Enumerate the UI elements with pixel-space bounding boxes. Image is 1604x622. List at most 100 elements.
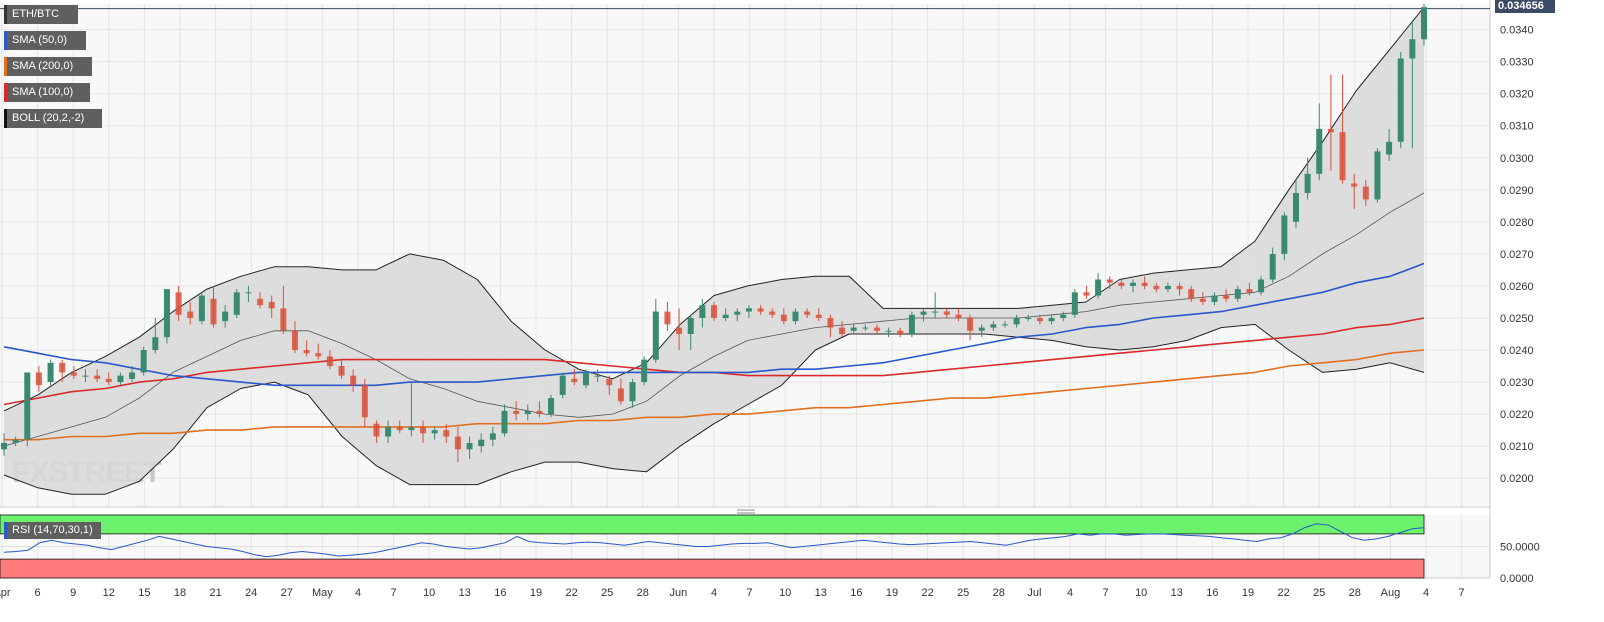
candle-body <box>513 410 520 415</box>
candle <box>978 324 985 338</box>
candle-body <box>420 426 427 434</box>
legend-label: SMA (200,0) <box>12 60 74 72</box>
candle-body <box>1 442 7 450</box>
candle-body <box>559 375 566 395</box>
rsi-y-tick-label: 50.0000 <box>1500 542 1540 554</box>
x-tick-label: Jul <box>1027 587 1041 599</box>
legend-item[interactable]: SMA (100,0) <box>4 83 90 102</box>
candle <box>1036 314 1043 325</box>
candle-body <box>839 327 846 334</box>
candle <box>571 369 578 386</box>
legend-label: ETH/BTC <box>12 8 60 20</box>
candle <box>1397 52 1404 149</box>
x-tick-label: 13 <box>1171 587 1183 599</box>
candle <box>1060 311 1067 322</box>
candle-body <box>780 314 787 322</box>
candle <box>559 372 566 399</box>
candle <box>629 378 636 408</box>
candle-body <box>1351 183 1358 187</box>
candle-body <box>408 426 415 431</box>
candle <box>955 308 962 322</box>
candle <box>804 308 811 318</box>
candle-body <box>222 311 229 322</box>
candle-body <box>129 372 136 379</box>
x-tick-label: 19 <box>530 587 542 599</box>
candle <box>1374 148 1381 203</box>
candle <box>1188 285 1195 302</box>
x-tick-label: 22 <box>921 587 933 599</box>
candle-body <box>152 337 159 351</box>
x-tick-label: 25 <box>957 587 969 599</box>
x-tick-label: 22 <box>565 587 577 599</box>
candle-body <box>163 289 170 338</box>
x-tick-label: 27 <box>281 587 293 599</box>
candle <box>94 369 101 383</box>
candle <box>815 308 822 322</box>
x-tick-label: 4 <box>1067 587 1073 599</box>
candle <box>548 394 555 418</box>
legend-item[interactable]: ETH/BTC <box>4 5 78 24</box>
candle <box>466 436 473 459</box>
x-tick-label: 10 <box>1135 587 1147 599</box>
legend-item[interactable]: SMA (50,0) <box>4 31 86 50</box>
candle <box>12 436 19 447</box>
candle <box>582 369 589 389</box>
candle-body <box>664 311 671 325</box>
candle <box>873 324 880 334</box>
candle <box>606 375 613 395</box>
candle <box>1223 289 1230 302</box>
candle <box>1269 247 1276 283</box>
candle-body <box>687 317 694 334</box>
candle <box>1106 276 1113 290</box>
legend-item[interactable]: SMA (200,0) <box>4 57 92 76</box>
x-tick-label: 28 <box>637 587 649 599</box>
candle-body <box>582 372 589 386</box>
candle-body <box>1258 279 1265 293</box>
x-tick-label: 25 <box>601 587 613 599</box>
candle <box>1386 128 1393 161</box>
candle <box>373 420 380 443</box>
candle <box>420 420 427 443</box>
candle-body <box>1304 173 1311 194</box>
candle-body <box>454 436 461 450</box>
sma-200-line <box>4 349 1425 441</box>
x-tick-label: 18 <box>174 587 186 599</box>
candle <box>1048 314 1055 325</box>
x-tick-label: Apr <box>0 587 11 599</box>
y-tick-label: 0.0250 <box>1500 313 1534 325</box>
candle-body <box>1386 141 1393 155</box>
candle-body <box>897 330 904 334</box>
candle <box>443 423 450 443</box>
candle-body <box>291 330 298 351</box>
candle <box>222 305 229 328</box>
candle <box>722 308 729 322</box>
candle-body <box>70 372 77 376</box>
x-tick-label: 7 <box>1103 587 1109 599</box>
candle <box>408 382 415 437</box>
candle-body <box>1199 298 1206 302</box>
candle <box>163 289 170 344</box>
candle-body <box>1327 128 1334 133</box>
candle <box>513 401 520 421</box>
candle <box>1130 279 1137 293</box>
x-tick-label: 16 <box>494 587 506 599</box>
x-tick-label: 6 <box>35 587 41 599</box>
x-tick-label: Aug <box>1381 587 1401 599</box>
legend-item[interactable]: BOLL (20,2,-2) <box>4 109 102 128</box>
candle <box>827 314 834 338</box>
x-tick-label: 7 <box>391 587 397 599</box>
candle <box>780 308 787 325</box>
candle-body <box>1013 317 1020 325</box>
candle <box>431 426 438 440</box>
x-tick-label: 7 <box>747 587 753 599</box>
candle <box>280 285 287 334</box>
candle <box>769 308 776 318</box>
candle-body <box>524 410 531 415</box>
candle <box>757 305 764 315</box>
candle-body <box>804 311 811 315</box>
candle-body <box>1153 285 1160 290</box>
candle <box>1258 276 1265 296</box>
candle <box>711 301 717 322</box>
sma-50-line <box>3 262 1425 387</box>
